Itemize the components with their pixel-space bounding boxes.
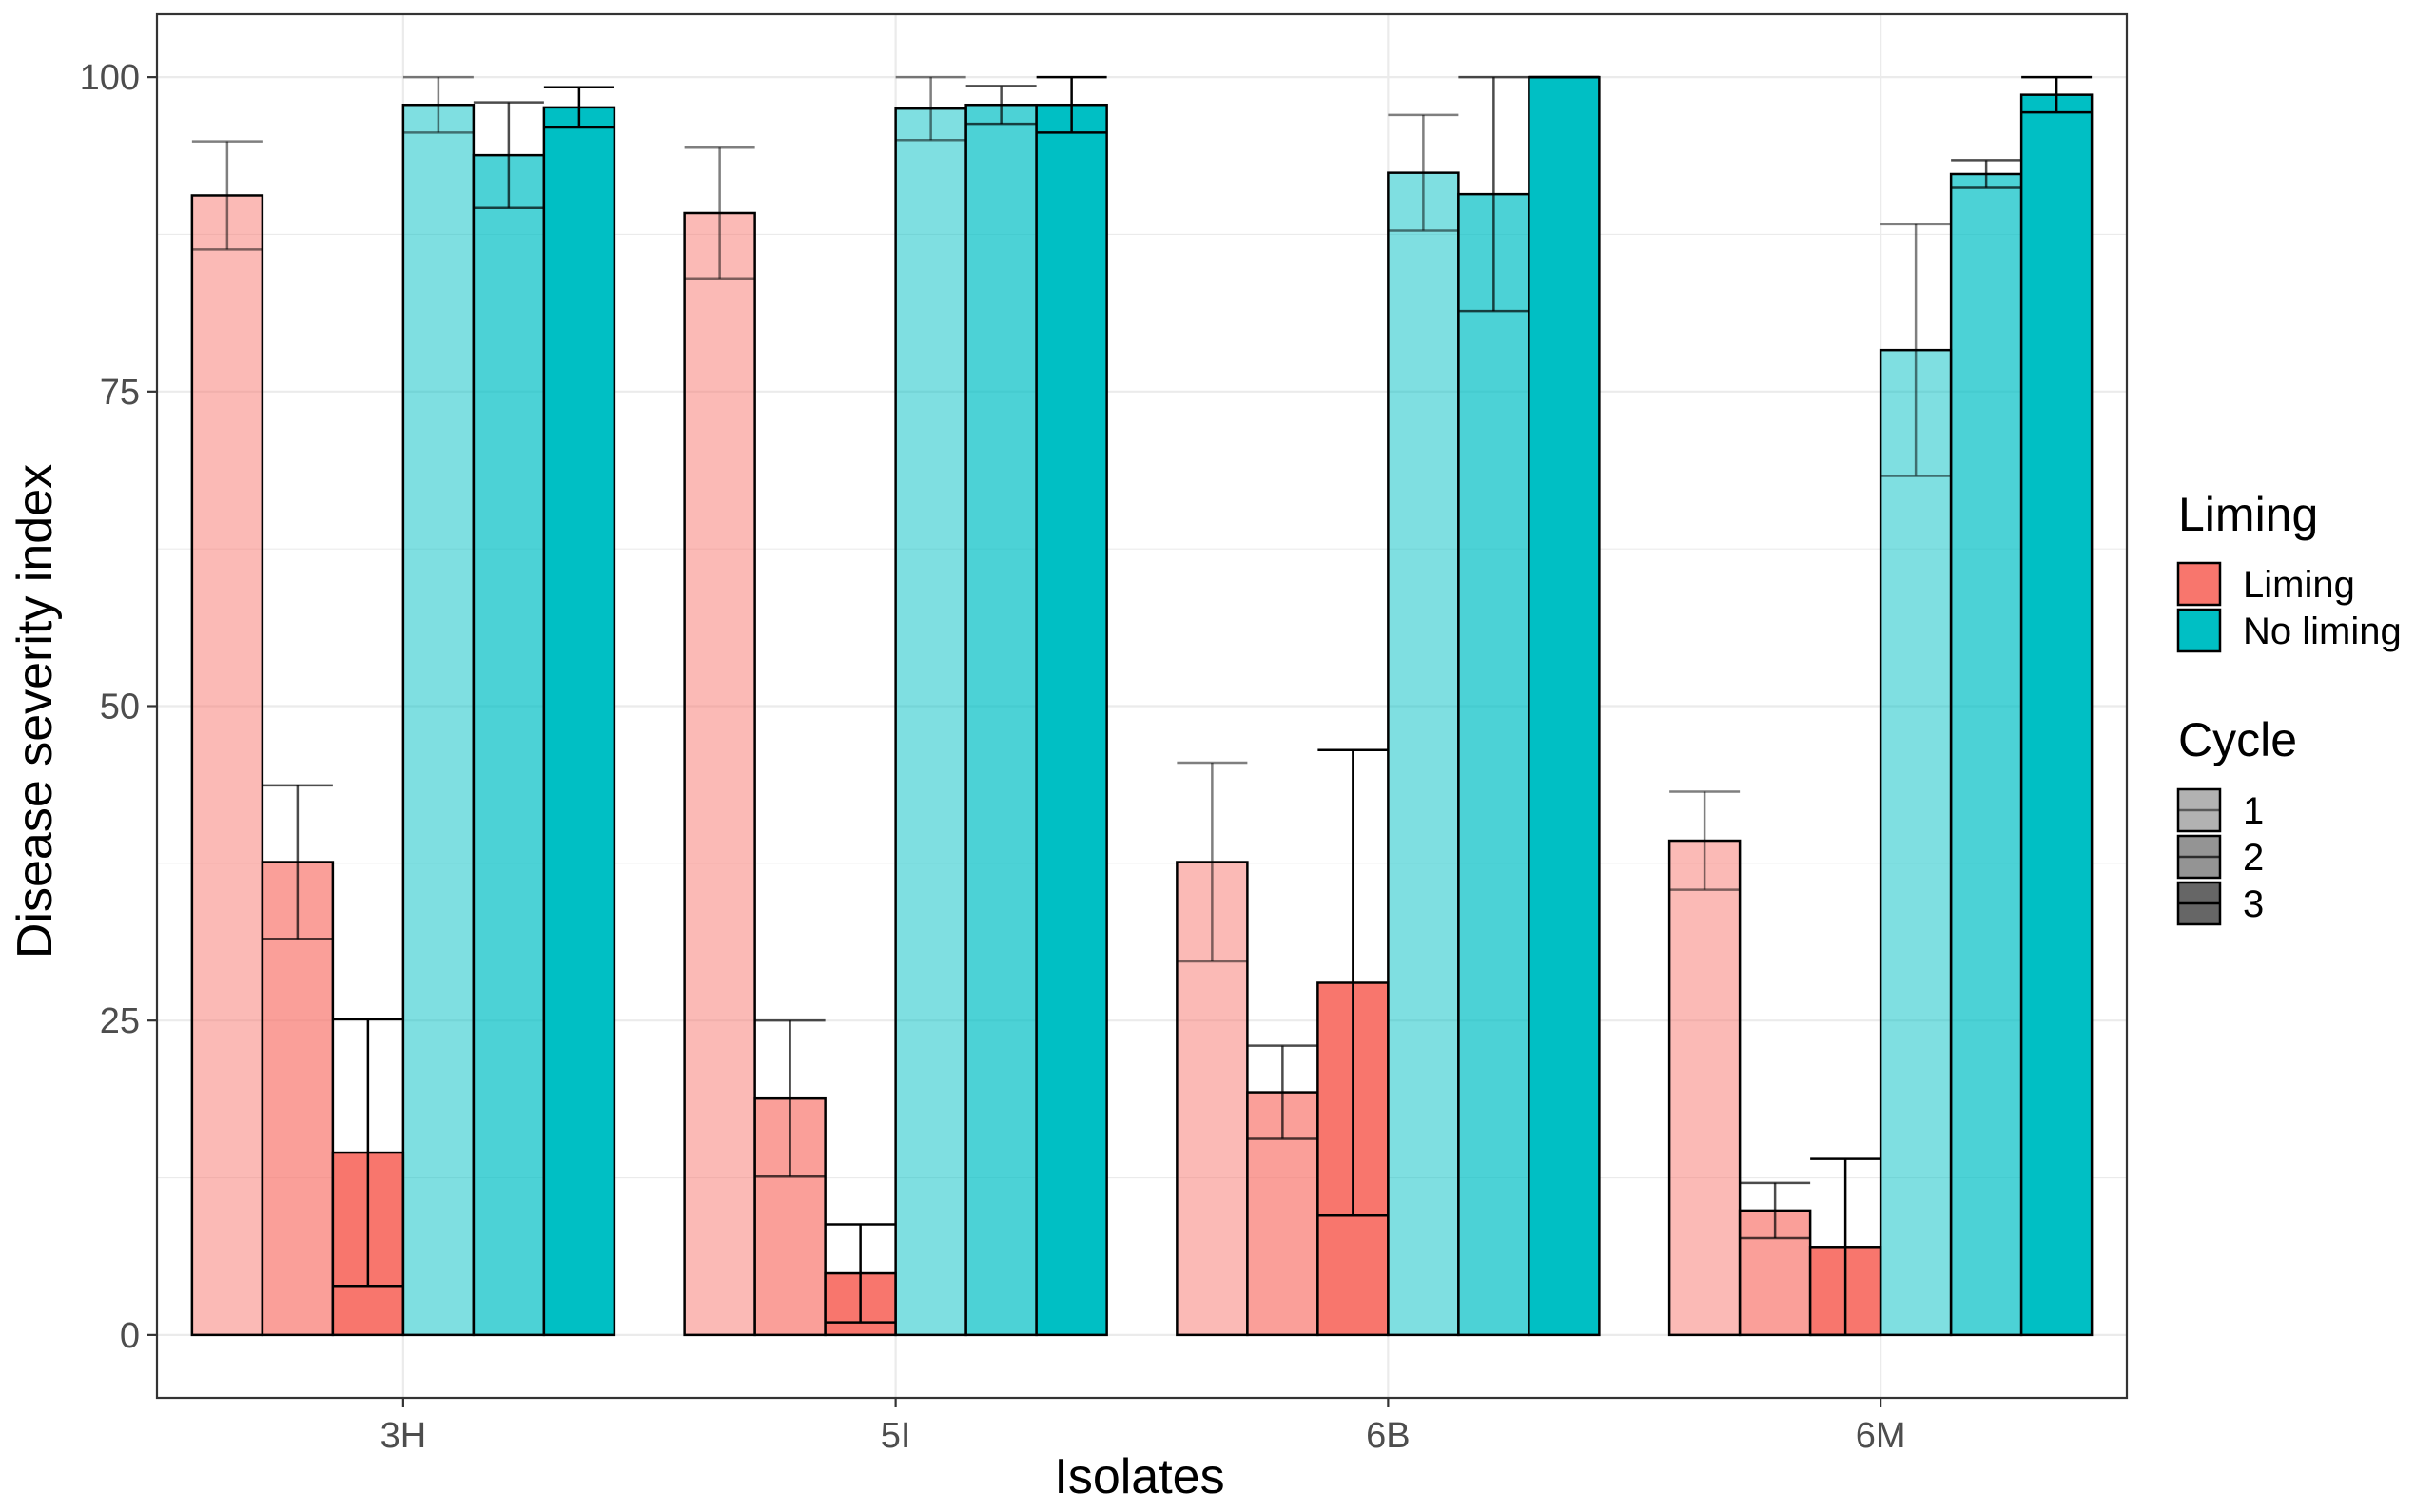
legend: Liming Liming No liming Cycle 1 23 (2176, 488, 2402, 926)
bar-no-liming-cycle-2-6m (1949, 172, 2023, 1337)
bar-no-liming-cycle-3-6b (1528, 75, 1601, 1337)
bar-no-liming-cycle-3-6m (2019, 93, 2094, 1337)
error-bar (543, 86, 614, 129)
bar-no-liming-cycle-1-5i (894, 107, 967, 1337)
error-bar (965, 85, 1037, 126)
error-bar (1247, 1044, 1318, 1140)
bar-no-liming-cycle-2-3h (472, 153, 546, 1337)
x-tick-label: 6B (1366, 1416, 1410, 1456)
error-bars (191, 75, 2093, 1337)
y-axis-title: Disease severity index (8, 464, 63, 959)
bar-no-liming-cycle-1-3h (401, 103, 476, 1337)
bar-liming-cycle-1-5i (683, 211, 756, 1337)
error-bar (1317, 748, 1389, 1217)
bar-liming-cycle-2-3h (261, 861, 335, 1337)
error-bar (332, 1018, 403, 1288)
y-tick-label: 100 (80, 58, 140, 98)
error-bar (1388, 113, 1459, 232)
error-bar (2021, 75, 2093, 114)
error-bar (473, 101, 544, 209)
legend-swatch-liming (2176, 561, 2222, 607)
legend-swatch-no-liming (2176, 608, 2222, 653)
error-bar (1880, 223, 1952, 477)
bar-no-liming-cycle-1-6m (1879, 348, 1953, 1337)
legend-label: No liming (2243, 611, 2402, 652)
y-tick-label: 0 (120, 1316, 140, 1356)
x-axis: 3H 5I 6B 6M (380, 1398, 1906, 1456)
x-tick-label: 3H (380, 1416, 427, 1456)
legend-label: 3 (2243, 883, 2264, 925)
bar-no-liming-cycle-1-6b (1387, 171, 1460, 1337)
error-bar (1951, 159, 2022, 189)
legend-title-liming: Liming (2178, 488, 2318, 541)
error-bar (825, 1223, 896, 1324)
error-bar (262, 784, 333, 940)
legend-label: Liming (2243, 564, 2355, 606)
error-bar (1740, 1181, 1811, 1240)
legend-title-cycle: Cycle (2178, 713, 2297, 766)
bar-liming-cycle-1-6m (1667, 839, 1742, 1337)
error-bar (402, 75, 474, 134)
bar-no-liming-cycle-2-5i (964, 103, 1038, 1337)
error-bar (684, 145, 755, 281)
error-bar (1669, 790, 1741, 891)
y-tick-label: 25 (100, 1001, 140, 1041)
x-tick-label: 5I (881, 1416, 911, 1456)
legend-label: 2 (2243, 837, 2264, 879)
error-bar (1036, 75, 1107, 134)
bar-no-liming-cycle-2-6b (1457, 192, 1530, 1337)
error-bar (1458, 75, 1529, 313)
bar-no-liming-cycle-3-3h (542, 106, 616, 1337)
x-axis-title: Isolates (1054, 1449, 1224, 1504)
error-bar (1177, 761, 1248, 963)
error-bar (895, 75, 966, 142)
y-tick-label: 50 (100, 688, 140, 727)
error-bar (754, 1018, 826, 1178)
bar-liming-cycle-1-3h (190, 194, 264, 1337)
bar-no-liming-cycle-3-5i (1035, 103, 1108, 1337)
legend-label: 1 (2243, 790, 2264, 832)
bars (190, 75, 2094, 1337)
error-bar (1810, 1157, 1881, 1337)
y-tick-label: 75 (100, 373, 140, 413)
y-axis: 0 25 50 75 100 (80, 58, 157, 1356)
x-tick-label: 6M (1856, 1416, 1906, 1456)
error-bar (191, 140, 263, 251)
